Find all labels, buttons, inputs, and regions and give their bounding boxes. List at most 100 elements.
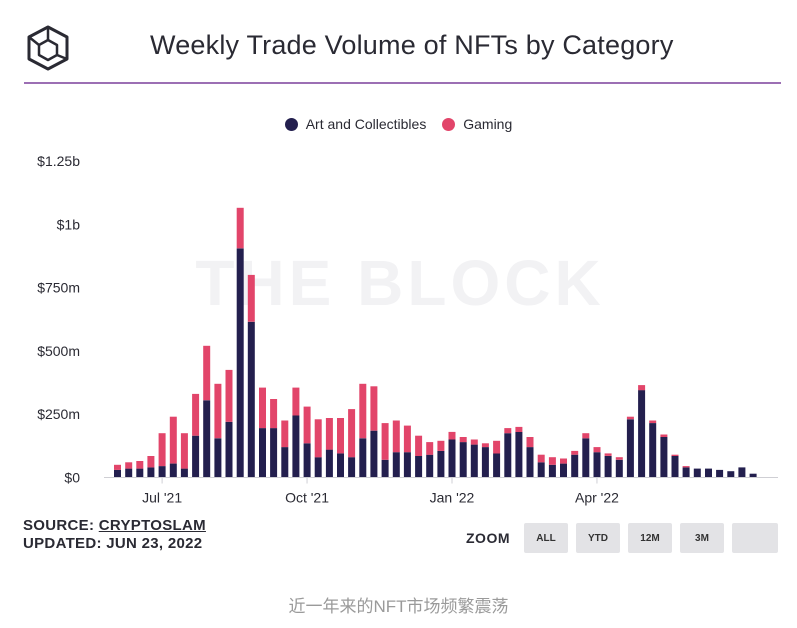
bar-gaming[interactable]	[403, 425, 411, 453]
bar-gaming[interactable]	[158, 433, 166, 467]
bar-art-collectibles[interactable]	[192, 435, 200, 478]
bar-art-collectibles[interactable]	[448, 439, 456, 478]
bar-gaming[interactable]	[292, 387, 300, 416]
bar-art-collectibles[interactable]	[615, 459, 623, 478]
bar-gaming[interactable]	[537, 454, 545, 463]
legend-item-gaming[interactable]: Gaming	[442, 116, 512, 132]
zoom-3m-button[interactable]: 3M	[680, 523, 724, 553]
bar-gaming[interactable]	[481, 443, 489, 448]
bar-gaming[interactable]	[515, 426, 523, 432]
bar-art-collectibles[interactable]	[571, 454, 579, 478]
bar-art-collectibles[interactable]	[660, 437, 668, 478]
bar-gaming[interactable]	[147, 456, 155, 468]
bar-art-collectibles[interactable]	[504, 433, 512, 478]
bar-art-collectibles[interactable]	[247, 321, 255, 478]
bar-gaming[interactable]	[593, 447, 601, 453]
bar-art-collectibles[interactable]	[359, 438, 367, 478]
bar-gaming[interactable]	[259, 387, 266, 429]
zoom-12m-button[interactable]: 12M	[628, 523, 672, 553]
bar-gaming[interactable]	[638, 385, 646, 391]
zoom-blank-button[interactable]	[732, 523, 778, 553]
bar-gaming[interactable]	[125, 462, 133, 469]
bar-art-collectibles[interactable]	[370, 430, 378, 478]
bar-gaming[interactable]	[270, 399, 278, 429]
bar-gaming[interactable]	[626, 416, 634, 420]
bar-gaming[interactable]	[504, 428, 512, 434]
bar-art-collectibles[interactable]	[626, 419, 634, 478]
bar-art-collectibles[interactable]	[381, 459, 389, 478]
bar-art-collectibles[interactable]	[526, 447, 534, 478]
bar-art-collectibles[interactable]	[459, 442, 467, 478]
bar-gaming[interactable]	[615, 457, 623, 460]
bar-gaming[interactable]	[114, 464, 121, 470]
bar-art-collectibles[interactable]	[214, 438, 222, 478]
bar-art-collectibles[interactable]	[147, 467, 155, 478]
source-link[interactable]: CRYPTOSLAM	[98, 517, 206, 534]
bar-art-collectibles[interactable]	[303, 443, 311, 478]
bar-art-collectibles[interactable]	[426, 454, 434, 478]
bar-gaming[interactable]	[359, 383, 367, 439]
bar-gaming[interactable]	[682, 466, 690, 468]
bar-art-collectibles[interactable]	[582, 438, 590, 478]
bar-art-collectibles[interactable]	[470, 444, 478, 478]
bar-art-collectibles[interactable]	[236, 248, 244, 478]
bar-gaming[interactable]	[214, 383, 222, 439]
bar-art-collectibles[interactable]	[749, 473, 757, 478]
bar-art-collectibles[interactable]	[437, 450, 445, 478]
bar-art-collectibles[interactable]	[682, 467, 690, 478]
bar-gaming[interactable]	[671, 454, 679, 456]
bar-gaming[interactable]	[604, 453, 612, 456]
bar-art-collectibles[interactable]	[203, 400, 211, 478]
bar-art-collectibles[interactable]	[136, 468, 144, 478]
bar-art-collectibles[interactable]	[537, 462, 545, 478]
bar-gaming[interactable]	[236, 207, 244, 249]
bar-gaming[interactable]	[337, 418, 344, 454]
bar-art-collectibles[interactable]	[169, 463, 177, 478]
bar-gaming[interactable]	[560, 458, 567, 464]
bar-art-collectibles[interactable]	[403, 452, 411, 478]
bar-gaming[interactable]	[415, 435, 423, 456]
bar-art-collectibles[interactable]	[415, 456, 423, 478]
bar-gaming[interactable]	[493, 440, 501, 454]
bar-art-collectibles[interactable]	[727, 471, 735, 478]
bar-art-collectibles[interactable]	[604, 456, 612, 478]
legend-item-art[interactable]: Art and Collectibles	[284, 116, 426, 132]
bar-gaming[interactable]	[392, 420, 400, 453]
bar-art-collectibles[interactable]	[259, 428, 266, 478]
bar-gaming[interactable]	[169, 416, 177, 464]
bar-gaming[interactable]	[314, 419, 322, 458]
bar-art-collectibles[interactable]	[560, 463, 567, 478]
bar-gaming[interactable]	[571, 450, 579, 455]
bar-art-collectibles[interactable]	[180, 468, 188, 478]
bar-art-collectibles[interactable]	[649, 423, 657, 478]
zoom-all-button[interactable]: ALL	[524, 523, 568, 553]
bar-gaming[interactable]	[649, 420, 657, 424]
bar-art-collectibles[interactable]	[270, 428, 278, 478]
bar-art-collectibles[interactable]	[158, 466, 166, 478]
bar-art-collectibles[interactable]	[348, 457, 356, 478]
bar-gaming[interactable]	[136, 461, 144, 469]
bar-gaming[interactable]	[470, 439, 478, 445]
bar-gaming[interactable]	[303, 406, 311, 444]
bar-art-collectibles[interactable]	[125, 468, 133, 478]
bar-art-collectibles[interactable]	[548, 464, 556, 478]
bar-gaming[interactable]	[582, 433, 590, 439]
bar-art-collectibles[interactable]	[693, 468, 701, 478]
bar-art-collectibles[interactable]	[515, 431, 523, 478]
bar-art-collectibles[interactable]	[638, 390, 646, 478]
bar-gaming[interactable]	[437, 440, 445, 451]
bar-gaming[interactable]	[660, 434, 668, 438]
bar-gaming[interactable]	[180, 433, 188, 469]
bar-gaming[interactable]	[381, 423, 389, 460]
bar-art-collectibles[interactable]	[314, 457, 322, 478]
bar-art-collectibles[interactable]	[671, 456, 679, 478]
bar-gaming[interactable]	[548, 457, 556, 465]
bar-art-collectibles[interactable]	[738, 467, 746, 478]
bar-gaming[interactable]	[203, 345, 211, 401]
bar-gaming[interactable]	[459, 437, 467, 443]
bar-art-collectibles[interactable]	[325, 449, 333, 478]
bar-gaming[interactable]	[325, 418, 333, 450]
bar-gaming[interactable]	[192, 393, 200, 436]
bar-art-collectibles[interactable]	[481, 447, 489, 478]
bar-art-collectibles[interactable]	[392, 452, 400, 478]
